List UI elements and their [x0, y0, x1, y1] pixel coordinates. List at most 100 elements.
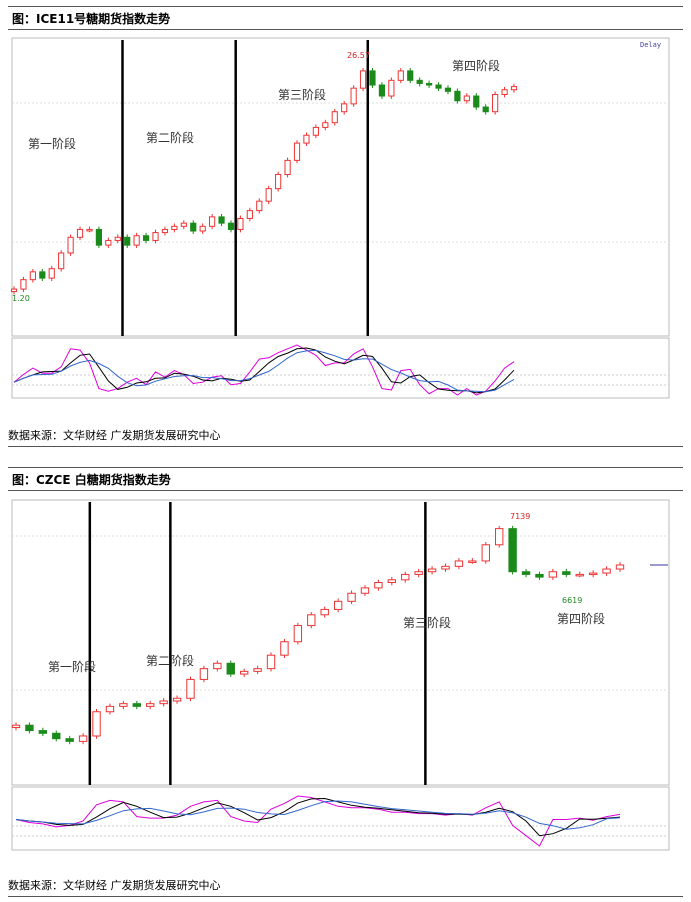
- chart2-candle: [119, 700, 128, 710]
- chart1-indicator-slow-line: [13, 349, 515, 393]
- chart1-candle-body: [265, 188, 272, 202]
- chart2-candle: [253, 665, 262, 675]
- chart2-candle-body: [588, 572, 598, 576]
- chart1-candle: [10, 286, 18, 295]
- chart2-candle: [535, 571, 544, 580]
- chart1-candle: [350, 85, 357, 107]
- chart1-candle-body: [180, 222, 187, 227]
- chart2-candle: [226, 660, 235, 677]
- chart1-candle-body: [218, 216, 225, 224]
- chart2-candle: [132, 700, 141, 710]
- chart1-candle: [20, 276, 27, 292]
- chart1-candle-body: [284, 159, 291, 176]
- chart1-candle: [510, 83, 518, 93]
- chart1-candle: [237, 215, 244, 233]
- chart1-candle-body: [303, 134, 310, 144]
- chart2-header-text: 图：CZCE 白糖期货指数走势: [12, 473, 171, 487]
- chart2-candle-body: [186, 678, 195, 699]
- chart1-candle-body: [275, 174, 282, 190]
- chart1-candle: [341, 100, 348, 115]
- chart2-candle: [575, 571, 584, 578]
- chart2-indicator-slow-line: [15, 800, 621, 830]
- chart1-low-label: 1.20: [12, 294, 30, 303]
- chart2-candle-body: [159, 700, 168, 705]
- chart1-candle: [293, 140, 301, 164]
- chart1-candle-body: [95, 228, 102, 246]
- chart2-candle: [92, 708, 101, 739]
- chart1-stage-4: 第四阶段: [452, 58, 500, 73]
- chart2-main-panel: [11, 499, 670, 786]
- chart1-candle: [76, 226, 84, 241]
- chart2-candle: [521, 568, 531, 578]
- chart2-candle-body: [374, 581, 383, 589]
- chart1-candle: [426, 80, 433, 88]
- chart1-candle: [482, 104, 489, 115]
- chart1-source: 数据来源：文华财经 广发期货发展研究中心: [8, 429, 221, 442]
- chart1-candle: [265, 185, 272, 205]
- chart1-candle-body: [397, 70, 404, 81]
- chart2-candle-body: [454, 560, 464, 567]
- chart1-candle-body: [161, 228, 169, 234]
- chart1-candle: [227, 220, 235, 233]
- chart1-candle: [416, 77, 423, 87]
- chart1-candle-body: [510, 86, 518, 91]
- chart1-candle-body: [359, 70, 367, 89]
- chart1-candle-body: [58, 252, 65, 270]
- chart1-candle: [105, 237, 112, 249]
- chart2-candle: [468, 558, 477, 564]
- chart2-candle-body: [401, 573, 410, 581]
- chart1-candle: [152, 229, 159, 244]
- chart1-candle: [58, 250, 65, 272]
- chart2-candle-body: [347, 592, 356, 602]
- chart2-candle-body: [320, 608, 329, 616]
- chart1-header: 图：ICE11号糖期货指数走势: [8, 6, 683, 30]
- chart2-candle: [548, 568, 558, 580]
- chart1-candle-body: [350, 87, 357, 105]
- chart2-candle: [615, 562, 625, 572]
- chart2-candle-body: [360, 587, 370, 594]
- chart1-candle-body: [407, 70, 414, 81]
- chart1-candle-body: [473, 95, 480, 108]
- chart2-candle-body: [307, 614, 316, 627]
- chart2-candle-body: [78, 735, 88, 742]
- chart2-candle: [562, 568, 571, 578]
- chart2-candle-body: [253, 668, 262, 672]
- chart1-candle-body: [142, 235, 150, 241]
- chart1-candle-body: [501, 89, 508, 95]
- chart1-candle: [114, 234, 121, 244]
- chart1-candle: [67, 234, 74, 256]
- chart1-candle-body: [227, 222, 235, 230]
- chart2-candle: [293, 622, 303, 645]
- chart2-low-label: 6619: [562, 596, 582, 605]
- chart2-candle-body: [293, 625, 303, 643]
- chart1-candle: [209, 214, 216, 230]
- chart1-candle-body: [237, 217, 244, 230]
- chart2-candle: [213, 660, 222, 672]
- chart2-candle: [186, 676, 195, 702]
- chart2-candle-body: [562, 571, 571, 575]
- chart1-candle: [397, 68, 404, 84]
- chart1-candle-body: [133, 235, 140, 246]
- chart2-candle: [159, 698, 168, 707]
- chart2-source-divider: [8, 896, 683, 897]
- chart2-indicator-panel: [11, 786, 670, 851]
- chart2-candle-body: [427, 568, 437, 573]
- chart2-candle: [320, 606, 329, 618]
- chart2-candle-body: [172, 697, 182, 702]
- chart1-candle-body: [76, 228, 84, 238]
- chart1-indicator-mid-line: [13, 347, 515, 394]
- chart1: Delay 第一阶段 第二阶段 第三阶段 第四阶段 26.57 1.20: [10, 37, 670, 399]
- chart1-stage-1: 第一阶段: [28, 136, 76, 151]
- chart1-candle-body: [67, 236, 74, 254]
- chart1-candle: [378, 82, 386, 99]
- chart2-candle: [495, 525, 504, 548]
- chart2-candle: [105, 703, 115, 715]
- chart1-candle-body: [10, 288, 18, 292]
- chart1-candle-body: [463, 95, 470, 102]
- chart2-candle-body: [481, 544, 490, 562]
- chart1-stage-3: 第三阶段: [278, 87, 326, 102]
- chart1-candle-body: [322, 122, 329, 128]
- chart1-candle-body: [312, 126, 319, 136]
- chart1-candle: [444, 85, 452, 95]
